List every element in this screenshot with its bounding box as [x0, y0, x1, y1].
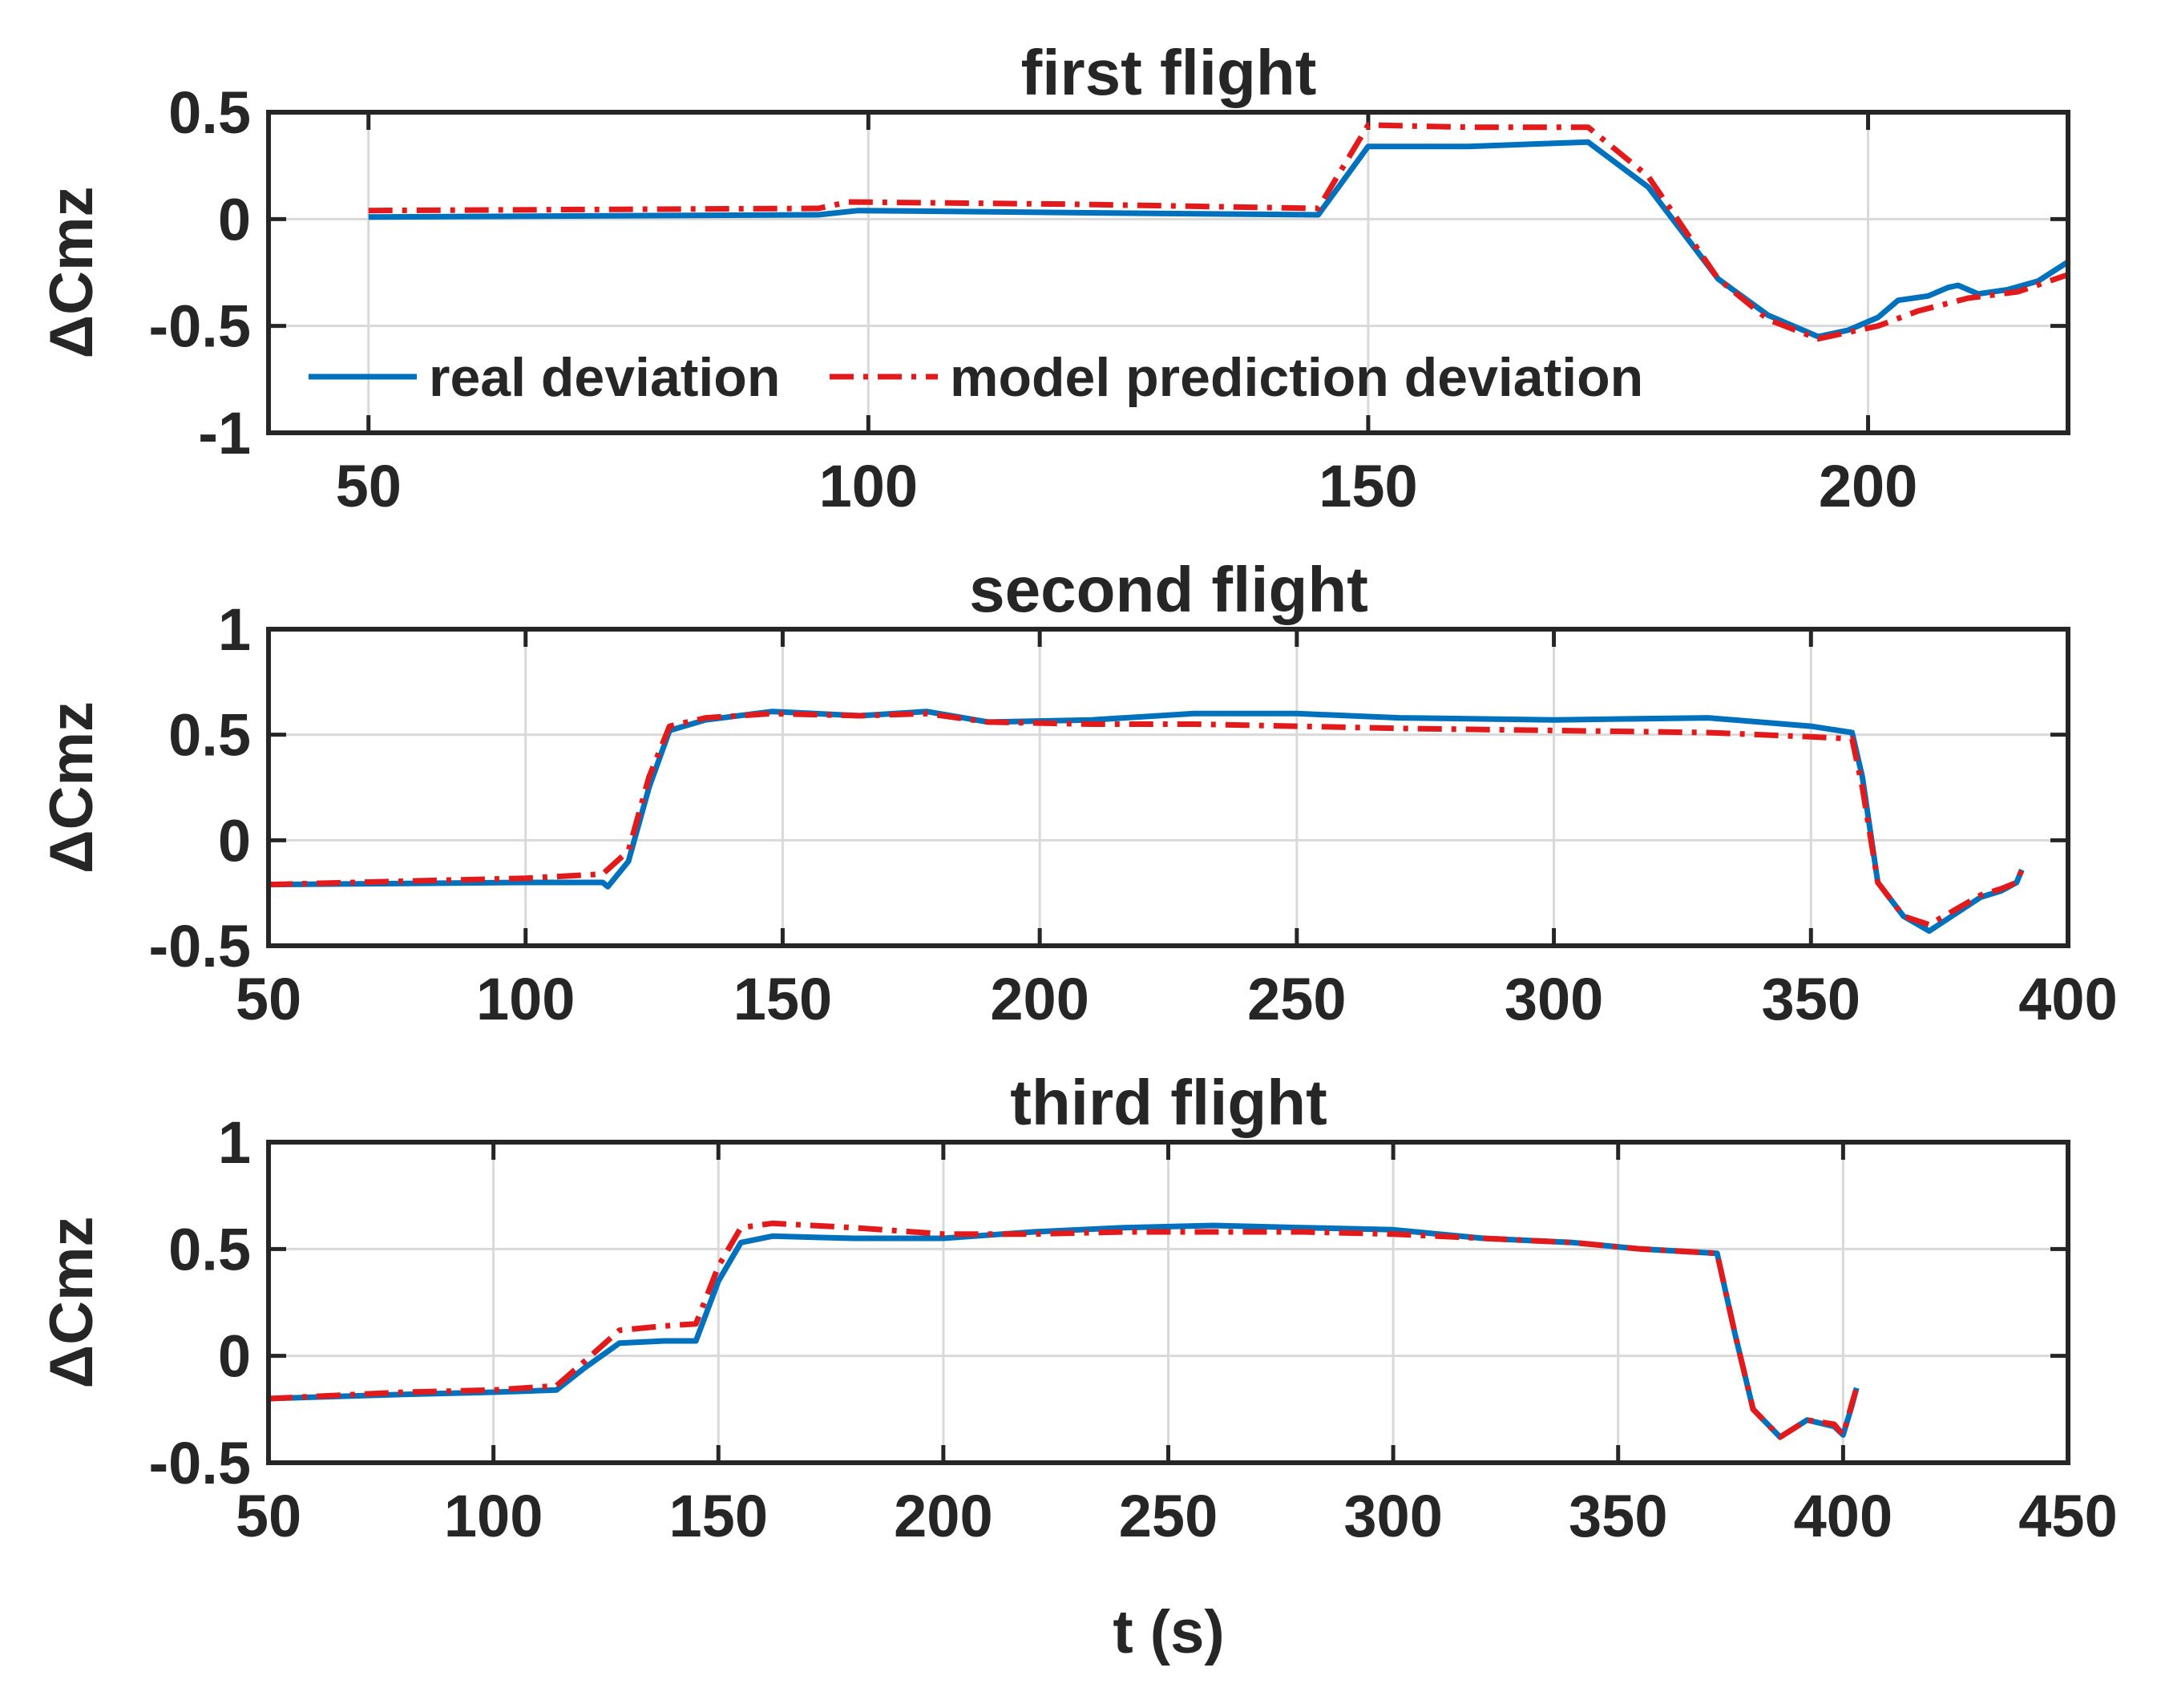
y-tick-label: 1 [218, 596, 251, 663]
subplot-2: 50 100 150 200 250 300 350 400 1 0.5 0 -0.5 second f… [38, 554, 2118, 1032]
y-tick-label: 0.5 [168, 1216, 251, 1282]
legend-label-model-prediction-deviation: model prediction deviation [950, 347, 1643, 408]
series-line-model-prediction-deviation [269, 1220, 1860, 1440]
x-tick-label: 450 [2018, 1483, 2117, 1549]
chart-title: third flight [1010, 1067, 1327, 1138]
y-tick-label: 0 [218, 807, 251, 874]
legend: real deviation model prediction deviation [309, 347, 1643, 408]
x-tick-label: 50 [236, 966, 301, 1032]
x-tick-label: 250 [1119, 1483, 1218, 1549]
axes-frame [266, 627, 2070, 948]
x-tick-label: 150 [1319, 453, 1417, 519]
y-axis-label: ΔCmz [38, 186, 106, 358]
plot-area [269, 629, 2068, 946]
y-tick-label: -0.5 [148, 913, 251, 979]
series-line-real-deviation [368, 139, 2068, 340]
series-line-real-deviation [269, 709, 2025, 935]
x-tick-label: 200 [894, 1483, 992, 1549]
y-tick-label: -1 [198, 400, 251, 466]
plot-area [269, 112, 2068, 433]
x-tick-label: 350 [1569, 1483, 1667, 1549]
chart-title: second flight [969, 554, 1368, 625]
x-tick-label: 50 [336, 453, 402, 519]
y-tick-label: -0.5 [148, 293, 251, 360]
y-tick-label: 0.5 [168, 79, 251, 146]
y-tick-label: 0 [218, 1323, 251, 1390]
x-tick-label: 100 [476, 966, 575, 1032]
x-tick-label: 350 [1762, 966, 1860, 1032]
y-axis-label: ΔCmz [38, 1216, 106, 1388]
y-tick-label: -0.5 [148, 1430, 251, 1496]
y-axis-label: ΔCmz [38, 701, 106, 874]
subplot-1: 50 100 150 200 0.5 0 -0.5 -1 first flight ΔCmz rea… [38, 37, 2070, 519]
axes-frame [266, 1140, 2070, 1465]
x-tick-label: 200 [990, 966, 1089, 1032]
x-tick-label: 150 [669, 1483, 768, 1549]
x-tick-label: 400 [2018, 966, 2117, 1032]
x-tick-label: 50 [236, 1483, 301, 1549]
series-line-model-prediction-deviation [368, 122, 2068, 342]
x-tick-label: 150 [733, 966, 832, 1032]
x-tick-label: 300 [1343, 1483, 1442, 1549]
x-tick-label: 200 [1819, 453, 1917, 519]
y-tick-label: 0 [218, 186, 251, 252]
x-tick-label: 100 [819, 453, 918, 519]
y-tick-label: 0.5 [168, 702, 251, 769]
chart-title: first flight [1021, 37, 1317, 108]
subplot-3: 50 100 150 200 250 300 350 400 450 1 0.5 0 -0.5 third… [38, 1067, 2118, 1666]
axes-frame [266, 110, 2070, 435]
x-tick-label: 250 [1247, 966, 1346, 1032]
y-tick-label: 1 [218, 1109, 251, 1176]
legend-label-real-deviation: real deviation [429, 347, 780, 408]
x-tick-label: 300 [1505, 966, 1603, 1032]
x-axis-label: t (s) [1113, 1598, 1224, 1666]
x-tick-label: 400 [1794, 1483, 1892, 1549]
x-tick-label: 100 [444, 1483, 543, 1549]
